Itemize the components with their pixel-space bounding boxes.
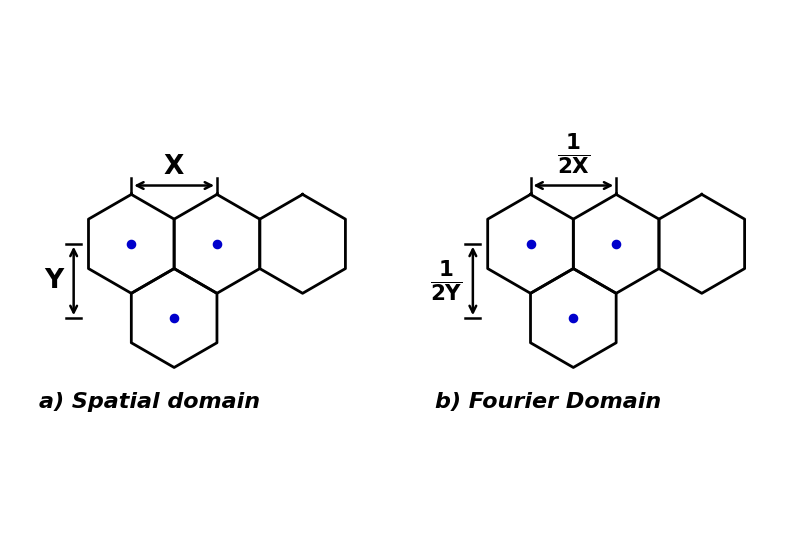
Text: Y: Y (45, 268, 64, 294)
Text: $\mathbf{\frac{1}{2Y}}$: $\mathbf{\frac{1}{2Y}}$ (430, 258, 463, 304)
Point (168, 314, 181, 322)
Point (125, 240, 138, 248)
Point (210, 240, 223, 248)
Text: $\mathbf{\frac{1}{2X}}$: $\mathbf{\frac{1}{2X}}$ (557, 131, 590, 177)
Point (524, 240, 537, 248)
Text: a) Spatial domain: a) Spatial domain (39, 392, 260, 412)
Text: b) Fourier Domain: b) Fourier Domain (435, 392, 662, 412)
Point (567, 314, 580, 322)
Text: X: X (164, 153, 184, 179)
Point (610, 240, 622, 248)
